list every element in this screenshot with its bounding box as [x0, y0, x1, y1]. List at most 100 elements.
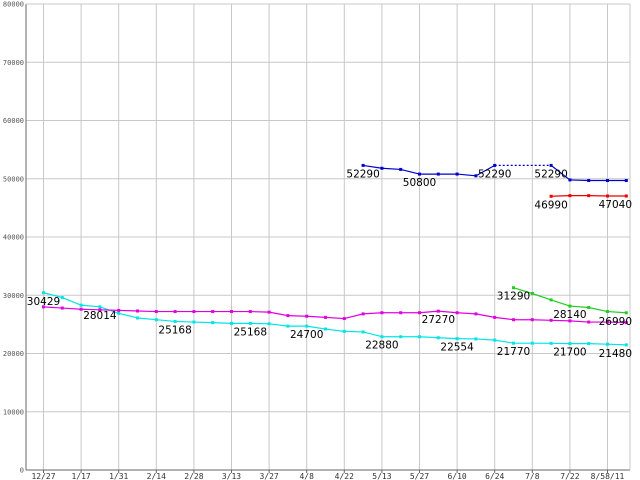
data-point: [549, 194, 553, 198]
data-point: [493, 315, 497, 319]
data-label: 52290: [534, 168, 567, 180]
data-point: [60, 306, 64, 310]
series-segment: [475, 338, 495, 341]
series-segment: [212, 322, 232, 324]
data-point: [624, 311, 628, 315]
data-point: [549, 163, 553, 167]
data-point: [568, 304, 572, 308]
data-point: [436, 336, 440, 340]
data-point: [624, 178, 628, 182]
data-point: [568, 342, 572, 346]
series-segment: [419, 310, 439, 314]
data-point: [512, 286, 515, 290]
data-point: [587, 305, 591, 309]
x-tick-label: 6/10: [447, 472, 466, 480]
data-point: [474, 174, 478, 178]
data-point: [455, 172, 459, 176]
x-tick-label: 3/13: [222, 472, 241, 480]
x-tick-label: 5/27: [410, 472, 429, 480]
data-point: [248, 310, 252, 314]
data-point: [474, 312, 478, 316]
data-label: 27270: [422, 314, 455, 326]
series-segment: [62, 307, 82, 310]
data-point: [380, 311, 384, 315]
series-segment: [137, 310, 157, 313]
data-point: [587, 342, 591, 346]
series-segment: [569, 320, 589, 323]
data-point: [42, 291, 45, 295]
data-point: [117, 311, 121, 315]
series-segment: [363, 312, 382, 315]
data-point: [117, 308, 121, 312]
data-point: [305, 314, 309, 318]
data-label: 24700: [290, 329, 323, 341]
series-segment: [607, 343, 627, 346]
data-point: [606, 342, 609, 346]
series-segment: [494, 316, 514, 321]
series-group: [42, 163, 628, 347]
data-point: [606, 194, 609, 198]
data-point: [154, 318, 158, 322]
series-segment: [99, 309, 119, 311]
data-point: [399, 335, 403, 339]
data-point: [173, 310, 177, 314]
series-segment: [175, 320, 194, 323]
series-segment: [438, 337, 458, 340]
data-point: [399, 311, 403, 315]
series-segment: [550, 164, 571, 181]
series-segment: [532, 319, 552, 321]
series-segment: [607, 321, 627, 324]
data-point: [587, 178, 591, 182]
data-point: [230, 321, 233, 325]
x-tick-label: 4/22: [335, 472, 354, 480]
series-segment: [118, 309, 138, 312]
data-point: [286, 324, 290, 328]
data-point: [211, 310, 215, 314]
series-segment: [193, 321, 213, 324]
data-point: [568, 319, 572, 323]
data-label: 21770: [497, 346, 530, 358]
series-segment: [344, 313, 364, 320]
x-tick-label: 1/17: [71, 472, 90, 480]
data-point: [568, 194, 572, 198]
data-point: [380, 335, 384, 339]
series-segment: [551, 195, 570, 197]
series-segment: [363, 164, 382, 169]
series-segment: [43, 292, 63, 299]
series-segment: [457, 173, 476, 177]
data-point: [361, 312, 365, 316]
y-tick-label: 30000: [3, 292, 24, 300]
y-tick-label: 60000: [3, 117, 24, 125]
data-point: [512, 341, 515, 345]
data-point: [549, 341, 553, 345]
data-label: 28014: [83, 310, 117, 322]
grid: [26, 3, 630, 471]
series-segment: [137, 317, 157, 321]
data-point: [98, 305, 102, 309]
data-label: 22554: [440, 342, 474, 354]
data-point: [342, 329, 346, 333]
series-segment: [287, 315, 307, 317]
series-2: [361, 163, 628, 182]
data-point: [380, 166, 384, 170]
series-segment: [325, 328, 345, 332]
data-point: [474, 337, 478, 341]
x-tick-label: 3/27: [259, 472, 278, 480]
data-label: 25168: [234, 326, 267, 338]
y-tick-label: 70000: [3, 59, 24, 67]
data-point: [136, 316, 139, 320]
data-point: [587, 194, 591, 198]
data-label: 28140: [553, 309, 586, 321]
series-segment: [438, 310, 458, 314]
data-point: [436, 309, 440, 313]
series-segment: [419, 336, 439, 339]
series-segment: [62, 297, 82, 306]
series-segment: [306, 315, 326, 318]
x-tick-label: 4/8: [299, 472, 314, 480]
series-segment: [156, 319, 176, 323]
data-point: [455, 337, 459, 341]
data-label: 50800: [403, 177, 436, 189]
data-point: [530, 318, 534, 322]
series-3: [549, 194, 628, 198]
